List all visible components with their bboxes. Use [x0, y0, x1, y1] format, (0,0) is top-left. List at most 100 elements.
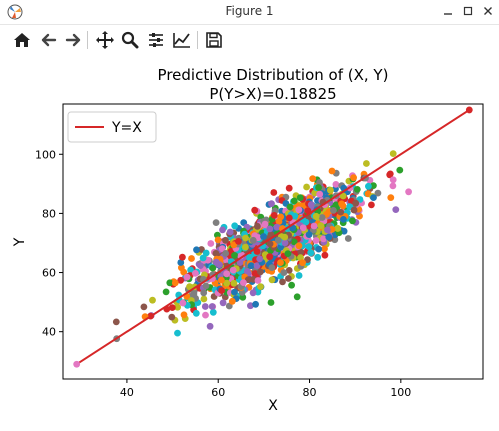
scatter-point — [330, 207, 337, 214]
scatter-point — [392, 206, 400, 214]
maximize-button[interactable] — [458, 2, 478, 22]
configure-subplots-icon — [149, 33, 163, 47]
scatter-point — [149, 296, 156, 304]
close-button[interactable] — [478, 2, 498, 22]
chart-title: Predictive Distribution of (X, Y) — [158, 66, 389, 84]
scatter-point — [275, 218, 283, 225]
toolbar-separator — [197, 31, 198, 49]
home-icon — [14, 33, 30, 47]
chart-subtitle: P(Y>X)=0.18825 — [209, 85, 336, 103]
scatter-point — [222, 250, 230, 257]
scatter-point — [223, 279, 231, 287]
scatter-point — [166, 279, 174, 287]
scatter-point — [363, 160, 370, 167]
edit-axis-icon — [173, 33, 190, 48]
scatter-point — [370, 194, 377, 202]
scatter-point — [332, 181, 340, 188]
scatter-point — [387, 194, 395, 202]
scatter-point — [288, 281, 295, 289]
scatter-point — [140, 303, 148, 311]
scatter-point — [171, 279, 179, 287]
scatter-point — [179, 253, 186, 261]
scatter-point — [266, 253, 274, 261]
scatter-point — [200, 289, 208, 297]
scatter-point — [303, 183, 310, 191]
scatter-point — [353, 186, 361, 193]
scatter-point — [266, 240, 274, 248]
y-axis-label: Y — [12, 237, 28, 247]
configure-subplots-button[interactable] — [145, 29, 167, 51]
save-icon — [206, 32, 222, 48]
scatter-point — [270, 212, 278, 219]
scatter-point — [254, 222, 261, 230]
scatter-point — [202, 249, 210, 257]
scatter-point — [222, 236, 229, 244]
scatter-point — [198, 246, 205, 253]
scatter-point — [251, 270, 259, 277]
scatter-point — [112, 318, 120, 326]
scatter-point — [396, 166, 404, 174]
scatter-point — [219, 226, 226, 234]
scatter-point — [295, 242, 303, 250]
scatter-point — [316, 190, 324, 198]
scatter-point — [349, 217, 356, 225]
scatter-point — [267, 299, 275, 306]
minimize-icon — [444, 13, 452, 15]
scatter-point — [321, 245, 328, 253]
scatter-point — [290, 197, 298, 205]
scatter-point — [209, 308, 217, 316]
scatter-point — [249, 236, 257, 244]
scatter-point — [304, 256, 311, 263]
scatter-point — [243, 268, 251, 275]
x-axis-ticks: 40 60 80 100 — [120, 379, 411, 399]
pan-button[interactable] — [94, 29, 116, 51]
scatter-point — [261, 220, 269, 228]
scatter-point — [200, 295, 208, 303]
scatter-point — [281, 233, 289, 241]
window-title: Figure 1 — [225, 4, 274, 18]
scatter-point — [180, 311, 188, 319]
back-button[interactable] — [38, 29, 60, 51]
edit-axis-button[interactable] — [171, 29, 193, 51]
scatter-point — [252, 300, 259, 308]
x-tick-label: 100 — [390, 386, 411, 399]
scatter-point — [305, 231, 313, 239]
scatter-point — [389, 150, 397, 157]
figure-canvas[interactable]: Predictive Distribution of (X, Y) P(Y>X)… — [0, 56, 499, 427]
scatter-point — [236, 259, 244, 266]
scatter-point — [268, 200, 275, 208]
scatter-point — [190, 290, 198, 298]
scatter-point — [247, 302, 254, 310]
scatter-point — [244, 276, 252, 284]
navigation-toolbar — [0, 25, 499, 55]
x-axis-label: X — [268, 398, 278, 414]
scatter-point — [179, 299, 187, 307]
scatter-point — [212, 250, 220, 257]
save-button[interactable] — [203, 29, 225, 51]
scatter-point — [370, 182, 377, 189]
scatter-point — [174, 303, 182, 311]
home-button[interactable] — [11, 29, 33, 51]
line-endpoint-marker — [465, 106, 473, 114]
scatter-point — [202, 282, 210, 290]
scatter-point — [314, 253, 322, 261]
scatter-point — [285, 214, 293, 222]
scatter-point — [206, 322, 214, 330]
scatter-point — [299, 224, 307, 232]
plot-axes-frame — [62, 103, 484, 380]
scatter-point — [212, 219, 220, 227]
legend-box — [67, 111, 157, 143]
forward-button[interactable] — [62, 29, 84, 51]
y-tick-label: 60 — [42, 267, 56, 280]
scatter-point — [389, 182, 397, 190]
minimize-button[interactable] — [438, 2, 458, 22]
scatter-point — [312, 212, 320, 220]
scatter-point — [286, 203, 294, 211]
scatter-point — [247, 262, 255, 270]
scatter-point — [162, 288, 170, 296]
zoom-icon — [121, 31, 139, 49]
y-axis-ticks: 40 60 80 100 — [35, 148, 63, 339]
scatter-point — [209, 264, 217, 272]
zoom-button[interactable] — [119, 29, 141, 51]
scatter-point — [177, 259, 185, 266]
